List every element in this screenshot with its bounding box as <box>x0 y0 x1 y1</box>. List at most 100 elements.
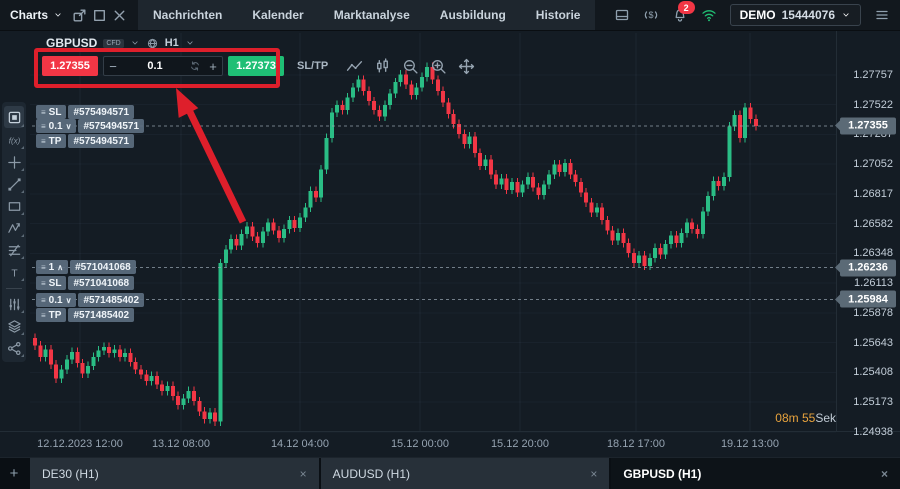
indicator-sliders-tool-button[interactable] <box>4 295 24 314</box>
zoom-out-icon[interactable] <box>402 58 419 75</box>
price-tick: 1.24938 <box>853 425 893 438</box>
drag-handle-icon: ≡ <box>41 262 46 272</box>
chart-toolbar <box>346 57 475 75</box>
fx-indicators-tool-button[interactable]: f(x) <box>4 131 24 150</box>
shapes-tool-button[interactable] <box>4 197 24 216</box>
position-id: #575494571 <box>68 105 135 119</box>
chart-tab-gbpusd-h1[interactable]: GBPUSD (H1) × <box>609 458 900 489</box>
time-tick: 18.12 17:00 <box>606 438 666 450</box>
trend-line-tool-button[interactable] <box>4 175 24 194</box>
position-direction-icon: ∨ <box>65 295 72 305</box>
time-tick: 15.12 00:00 <box>390 438 450 450</box>
chart-tab-label: DE30 (H1) <box>42 466 99 481</box>
symbol-label[interactable]: GBPUSD <box>46 36 98 50</box>
layers-tool-button[interactable] <box>4 317 24 336</box>
sell-button[interactable]: 1.27355 <box>42 56 98 76</box>
position-id: #571041068 <box>70 260 136 274</box>
close-tab-icon[interactable]: × <box>299 466 307 481</box>
layout-panel-icon[interactable] <box>614 7 630 23</box>
charts-menu-button[interactable]: Charts <box>0 0 71 30</box>
position-tag-text: 0.1 <box>48 120 63 132</box>
price-tick: 1.25408 <box>853 366 893 379</box>
drag-handle-icon: ≡ <box>41 295 46 305</box>
notifications-button[interactable]: 2 <box>672 1 695 23</box>
position-id: #575494571 <box>78 119 145 133</box>
volume-increase-button[interactable]: + <box>209 58 217 74</box>
position-label[interactable]: ≡ TP #575494571 <box>36 134 135 148</box>
close-tab-icon[interactable]: × <box>590 466 598 481</box>
fibonacci-tool-button[interactable] <box>4 241 24 260</box>
timeframe-label[interactable]: H1 <box>164 37 179 49</box>
charts-menu-label: Charts <box>10 8 49 22</box>
tab-historie[interactable]: Historie <box>535 8 581 22</box>
close-tab-icon[interactable]: × <box>881 466 889 481</box>
current-price-bubble: 1.27355 <box>835 117 896 135</box>
chart-header: GBPUSD CFD H1 <box>46 36 195 50</box>
new-chart-tab-button[interactable]: + <box>9 465 19 482</box>
buy-button[interactable]: 1.27373 <box>228 56 284 76</box>
tab-kalender[interactable]: Kalender <box>252 8 304 22</box>
crosshair-tool-button[interactable] <box>4 153 24 172</box>
notification-badge: 2 <box>677 1 695 14</box>
chart-tab-label: GBPUSD (H1) <box>623 466 702 481</box>
position-tag-text: SL <box>48 106 62 118</box>
position-label[interactable]: ≡ 0.1 ∨ #571485402 <box>36 293 145 307</box>
menu-icon[interactable] <box>874 7 890 23</box>
chart-tab-audusd-h1[interactable]: AUDUSD (H1) × <box>318 458 610 489</box>
position-id: #571485402 <box>78 293 145 307</box>
time-axis-separator <box>0 431 900 432</box>
sltp-button[interactable]: SL/TP <box>297 60 329 72</box>
account-selector[interactable]: DEMO 15444076 <box>729 4 861 26</box>
price-tick: 1.27757 <box>853 69 893 81</box>
close-icon[interactable] <box>111 7 128 24</box>
line-chart-icon[interactable] <box>346 58 363 75</box>
text-tool-tool-button[interactable]: T <box>4 263 24 282</box>
position-label[interactable]: ≡ SL #575494571 <box>36 105 135 119</box>
chevron-down-icon[interactable] <box>185 38 195 48</box>
candle-chart-icon[interactable] <box>374 57 391 75</box>
position-tag-text: 0.1 <box>48 294 63 306</box>
chevron-down-icon[interactable] <box>130 38 140 48</box>
time-tick: 12.12.2023 12:00 <box>37 438 123 450</box>
price-tick: 1.26582 <box>853 217 893 230</box>
chart-tabs: DE30 (H1) × AUDUSD (H1) × GBPUSD (H1) × <box>28 458 900 489</box>
waves-tool-button[interactable] <box>4 219 24 238</box>
volume-input[interactable]: 0.1 <box>147 60 163 72</box>
layers-icon <box>7 319 22 334</box>
share-tool-button[interactable] <box>4 339 24 358</box>
position-price-bubble: 1.26236 <box>835 259 896 277</box>
chart-type-icon <box>7 110 22 125</box>
shapes-icon <box>7 199 22 214</box>
tab-ausbildung[interactable]: Ausbildung <box>439 8 506 22</box>
chart-tab-de30-h1[interactable]: DE30 (H1) × <box>28 458 319 489</box>
chevron-down-icon <box>841 10 851 20</box>
time-tick: 19.12 13:00 <box>720 438 780 450</box>
tab-marktanalyse[interactable]: Marktanalyse <box>333 8 410 22</box>
trade-panel: 1.27355 − 0.1 + 1.27373 SL/TP <box>42 55 475 77</box>
maximize-icon[interactable] <box>91 7 108 24</box>
drag-handle-icon: ≡ <box>41 121 46 131</box>
countdown-unit: Sek <box>815 411 836 425</box>
position-direction-icon: ∨ <box>65 121 72 131</box>
position-tag: ≡ 0.1 ∨ <box>36 293 77 307</box>
position-tag: ≡ SL <box>36 105 67 119</box>
position-label[interactable]: ≡ 0.1 ∨ #575494571 <box>36 119 145 133</box>
position-label[interactable]: ≡ TP #571485402 <box>36 308 135 322</box>
toolbar-divider <box>6 288 22 289</box>
chart-type-tool-button[interactable] <box>4 106 24 128</box>
instrument-info-icon[interactable] <box>146 37 159 50</box>
popout-icon[interactable] <box>71 7 88 24</box>
volume-decrease-button[interactable]: − <box>109 58 117 74</box>
position-tag-text: TP <box>48 135 62 147</box>
zoom-in-icon[interactable] <box>430 58 447 75</box>
position-label[interactable]: ≡ SL #571041068 <box>36 276 135 290</box>
pan-icon[interactable] <box>458 58 475 75</box>
svg-text:f(x): f(x) <box>8 136 20 145</box>
volume-reset-icon[interactable] <box>188 60 202 72</box>
tab-nachrichten[interactable]: Nachrichten <box>153 8 223 22</box>
position-tag-text: 1 <box>48 261 55 273</box>
position-tag: ≡ TP <box>36 308 67 322</box>
price-alert-sound-icon[interactable]: $ <box>643 7 659 23</box>
position-label[interactable]: ≡ 1 ∧ #571041068 <box>36 260 136 274</box>
